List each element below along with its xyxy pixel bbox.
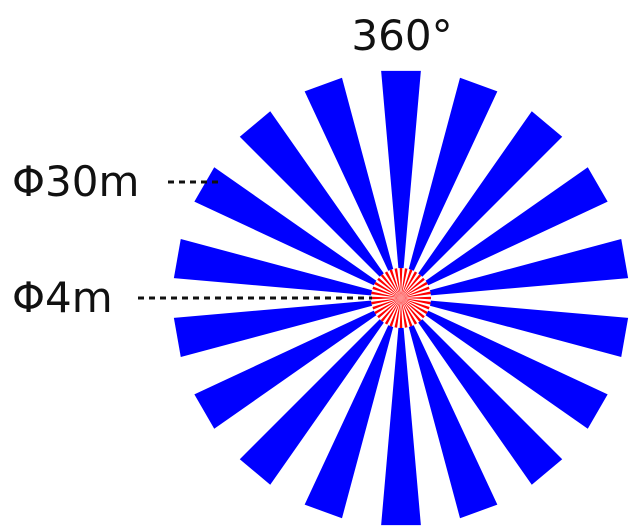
inner-spoke xyxy=(371,296,401,300)
inner-spoke xyxy=(401,271,418,298)
inner-spoke xyxy=(399,298,403,328)
inner-spoke xyxy=(374,298,401,315)
inner-spoke xyxy=(371,298,401,305)
inner-spoke xyxy=(401,296,431,300)
outer-diameter-label: Φ30m xyxy=(12,157,139,206)
outer-spoke xyxy=(239,298,401,485)
inner-spoke xyxy=(401,281,428,298)
outer-spoke xyxy=(173,298,401,358)
outer-spoke xyxy=(401,298,498,519)
inner-spoke xyxy=(384,271,401,298)
inner-spoke xyxy=(377,298,401,319)
inner-diameter-label: Φ4m xyxy=(12,273,113,322)
inner-spoke xyxy=(371,291,401,298)
outer-spoke xyxy=(381,298,421,526)
inner-spoke xyxy=(401,298,428,315)
inner-spokes-group xyxy=(371,268,431,328)
inner-spoke xyxy=(399,268,403,298)
outer-spoke xyxy=(401,298,608,429)
inner-spoke xyxy=(374,281,401,298)
inner-spoke xyxy=(401,298,430,310)
inner-spoke xyxy=(401,268,408,298)
inner-spoke xyxy=(401,298,425,319)
outer-spoke xyxy=(304,77,401,298)
inner-spoke xyxy=(401,298,431,305)
inner-spoke xyxy=(380,298,401,322)
inner-spoke xyxy=(389,298,401,327)
inner-spoke xyxy=(401,277,425,298)
outer-spoke xyxy=(304,298,401,519)
inner-spoke xyxy=(384,298,401,325)
outer-spoke xyxy=(401,77,498,298)
inner-spoke xyxy=(401,298,408,328)
outer-spoke xyxy=(381,70,421,298)
inner-spoke xyxy=(401,269,413,298)
inner-spoke xyxy=(401,291,431,298)
outer-spoke xyxy=(173,238,401,298)
outer-spokes-group xyxy=(173,70,629,526)
outer-spoke xyxy=(194,167,401,298)
inner-spoke xyxy=(394,268,401,298)
outer-spoke xyxy=(401,298,563,485)
outer-spoke xyxy=(401,298,629,358)
inner-spoke xyxy=(394,298,401,328)
inner-spoke xyxy=(401,298,422,322)
angle-label: 360° xyxy=(351,11,452,60)
inner-spoke xyxy=(401,274,422,298)
inner-spoke xyxy=(401,298,413,327)
inner-spoke xyxy=(380,274,401,298)
outer-spoke xyxy=(239,111,401,298)
outer-spoke xyxy=(401,238,629,298)
inner-spoke xyxy=(372,286,401,298)
inner-spoke xyxy=(372,298,401,310)
inner-spoke xyxy=(401,286,430,298)
outer-spoke xyxy=(401,111,563,298)
inner-spoke xyxy=(389,269,401,298)
outer-spoke xyxy=(401,167,608,298)
inner-spoke xyxy=(377,277,401,298)
inner-spoke xyxy=(401,298,418,325)
outer-spoke xyxy=(194,298,401,429)
